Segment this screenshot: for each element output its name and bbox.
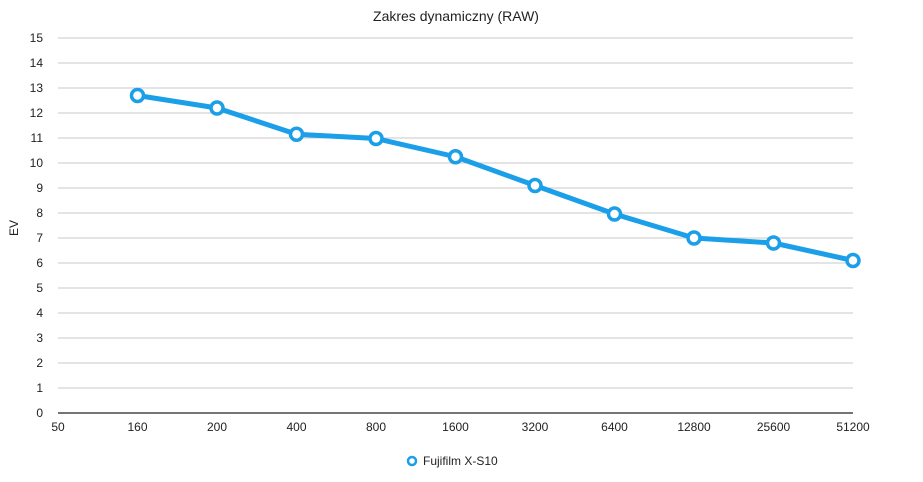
y-tick-label: 11 xyxy=(31,131,44,145)
x-tick-label: 800 xyxy=(366,420,386,434)
x-tick-label: 1600 xyxy=(442,420,469,434)
x-tick-label: 50 xyxy=(51,420,65,434)
y-axis-label: EV xyxy=(7,220,21,236)
x-tick-label: 25600 xyxy=(757,420,791,434)
data-point-800[interactable] xyxy=(368,130,384,147)
x-tick-label: 160 xyxy=(127,420,147,434)
y-tick-label: 6 xyxy=(36,256,43,270)
y-tick-label: 2 xyxy=(36,356,43,370)
data-point-25600[interactable] xyxy=(765,235,782,251)
y-tick-label: 15 xyxy=(30,31,44,45)
y-tick-label: 5 xyxy=(36,281,43,295)
data-point-200[interactable] xyxy=(209,100,225,116)
legend[interactable]: Fujifilm X-S10 xyxy=(406,454,498,468)
data-point-3200[interactable] xyxy=(527,177,543,194)
y-tick-label: 0 xyxy=(36,406,43,420)
x-tick-labels: 50 160 200 400 800 1600 3200 6400 12800 25600 5120… xyxy=(51,420,870,434)
y-tick-label: 3 xyxy=(36,331,43,345)
legend-label-fujifilm-x-s10: Fujifilm X-S10 xyxy=(423,454,498,468)
series-line-0 xyxy=(135,93,856,263)
x-tick-label: 51200 xyxy=(836,420,870,434)
data-point-12800[interactable] xyxy=(686,230,702,246)
series-lines xyxy=(135,93,856,263)
data-point-1600[interactable] xyxy=(447,149,464,165)
y-tick-label: 4 xyxy=(36,306,43,320)
series-points xyxy=(129,87,861,269)
y-tick-label: 1 xyxy=(36,381,43,395)
x-tick-label: 12800 xyxy=(677,420,711,434)
x-tick-label: 200 xyxy=(207,420,227,434)
data-point-6400[interactable] xyxy=(606,206,623,222)
y-tick-label: 9 xyxy=(36,181,43,195)
data-point-160[interactable] xyxy=(129,87,146,104)
y-tick-label: 7 xyxy=(36,231,43,245)
chart-title: Zakres dynamiczny (RAW) xyxy=(373,8,539,24)
x-tick-label: 400 xyxy=(286,420,306,434)
y-tick-label: 12 xyxy=(30,106,44,120)
x-tick-label: 6400 xyxy=(601,420,628,434)
legend-marker xyxy=(406,455,418,467)
y-tick-label: 8 xyxy=(36,206,43,220)
data-point-400[interactable] xyxy=(288,126,305,142)
data-point-51200[interactable] xyxy=(845,252,861,269)
grid-lines xyxy=(58,37,853,414)
y-tick-label: 14 xyxy=(30,56,44,70)
y-tick-label: 10 xyxy=(30,156,44,170)
y-tick-label: 13 xyxy=(30,81,44,95)
x-tick-label: 3200 xyxy=(522,420,549,434)
